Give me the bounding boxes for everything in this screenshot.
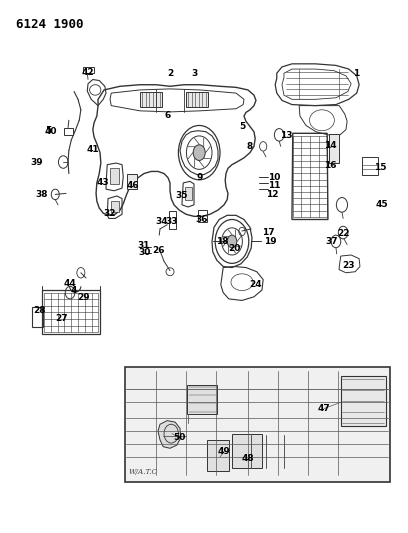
Text: 48: 48 <box>242 454 254 463</box>
Bar <box>64 127 73 135</box>
Text: 13: 13 <box>280 132 292 140</box>
Text: 46: 46 <box>126 181 139 190</box>
Text: 1: 1 <box>353 69 359 78</box>
Text: 32: 32 <box>104 209 116 217</box>
Bar <box>32 306 43 327</box>
Bar <box>127 174 137 189</box>
Text: 15: 15 <box>374 163 386 172</box>
Bar <box>198 210 207 222</box>
Text: 5: 5 <box>239 122 245 131</box>
Text: 18: 18 <box>216 237 228 246</box>
Bar <box>169 211 176 229</box>
Text: 14: 14 <box>324 141 336 150</box>
Text: 19: 19 <box>264 237 277 246</box>
Bar <box>110 168 119 184</box>
Text: 2: 2 <box>167 69 173 78</box>
Bar <box>42 290 100 334</box>
Text: 30: 30 <box>139 248 151 257</box>
Text: 27: 27 <box>56 314 69 323</box>
Bar <box>140 92 162 107</box>
Bar <box>83 67 94 73</box>
Bar <box>362 157 378 175</box>
Text: 45: 45 <box>376 200 388 209</box>
Text: 3: 3 <box>191 69 197 78</box>
Text: 16: 16 <box>324 161 336 170</box>
Text: 29: 29 <box>77 293 90 302</box>
Text: 35: 35 <box>176 191 188 200</box>
Bar <box>232 434 262 467</box>
Text: 37: 37 <box>326 237 338 246</box>
Bar <box>329 134 339 163</box>
Text: 4: 4 <box>71 286 77 295</box>
Text: 9: 9 <box>197 173 203 182</box>
Bar <box>186 92 208 107</box>
Text: 31: 31 <box>137 241 150 250</box>
Text: 44: 44 <box>64 279 76 288</box>
Text: 33: 33 <box>165 216 177 225</box>
Bar <box>187 385 217 414</box>
Text: 10: 10 <box>268 173 280 182</box>
Text: 6: 6 <box>165 110 171 119</box>
Text: 38: 38 <box>35 190 47 199</box>
Text: 5: 5 <box>45 126 51 135</box>
Text: 12: 12 <box>266 190 278 199</box>
Text: 26: 26 <box>152 246 164 255</box>
Text: 47: 47 <box>317 404 330 413</box>
Text: 23: 23 <box>342 261 355 270</box>
Polygon shape <box>158 421 181 448</box>
Text: W/A.T.C: W/A.T.C <box>129 469 158 477</box>
Bar <box>207 440 229 471</box>
Text: 42: 42 <box>82 68 94 77</box>
Text: 20: 20 <box>228 244 240 253</box>
Text: 8: 8 <box>247 142 253 151</box>
Text: 34: 34 <box>155 216 168 225</box>
Circle shape <box>227 235 237 248</box>
Text: 41: 41 <box>86 145 99 154</box>
Bar <box>111 201 119 212</box>
Bar <box>341 376 386 426</box>
Text: 24: 24 <box>250 280 262 289</box>
Bar <box>125 367 390 482</box>
Text: 22: 22 <box>338 229 350 238</box>
Text: 50: 50 <box>173 433 185 442</box>
Bar <box>185 187 192 200</box>
Text: 6124 1900: 6124 1900 <box>16 19 84 31</box>
Text: 17: 17 <box>262 228 274 237</box>
Text: 11: 11 <box>268 181 280 190</box>
Circle shape <box>193 145 205 160</box>
Text: 39: 39 <box>31 158 43 166</box>
Text: 49: 49 <box>217 447 231 456</box>
Polygon shape <box>126 368 389 481</box>
Text: 43: 43 <box>97 179 109 188</box>
Text: 40: 40 <box>45 127 58 136</box>
Text: 28: 28 <box>33 306 46 316</box>
Text: 36: 36 <box>196 215 208 224</box>
